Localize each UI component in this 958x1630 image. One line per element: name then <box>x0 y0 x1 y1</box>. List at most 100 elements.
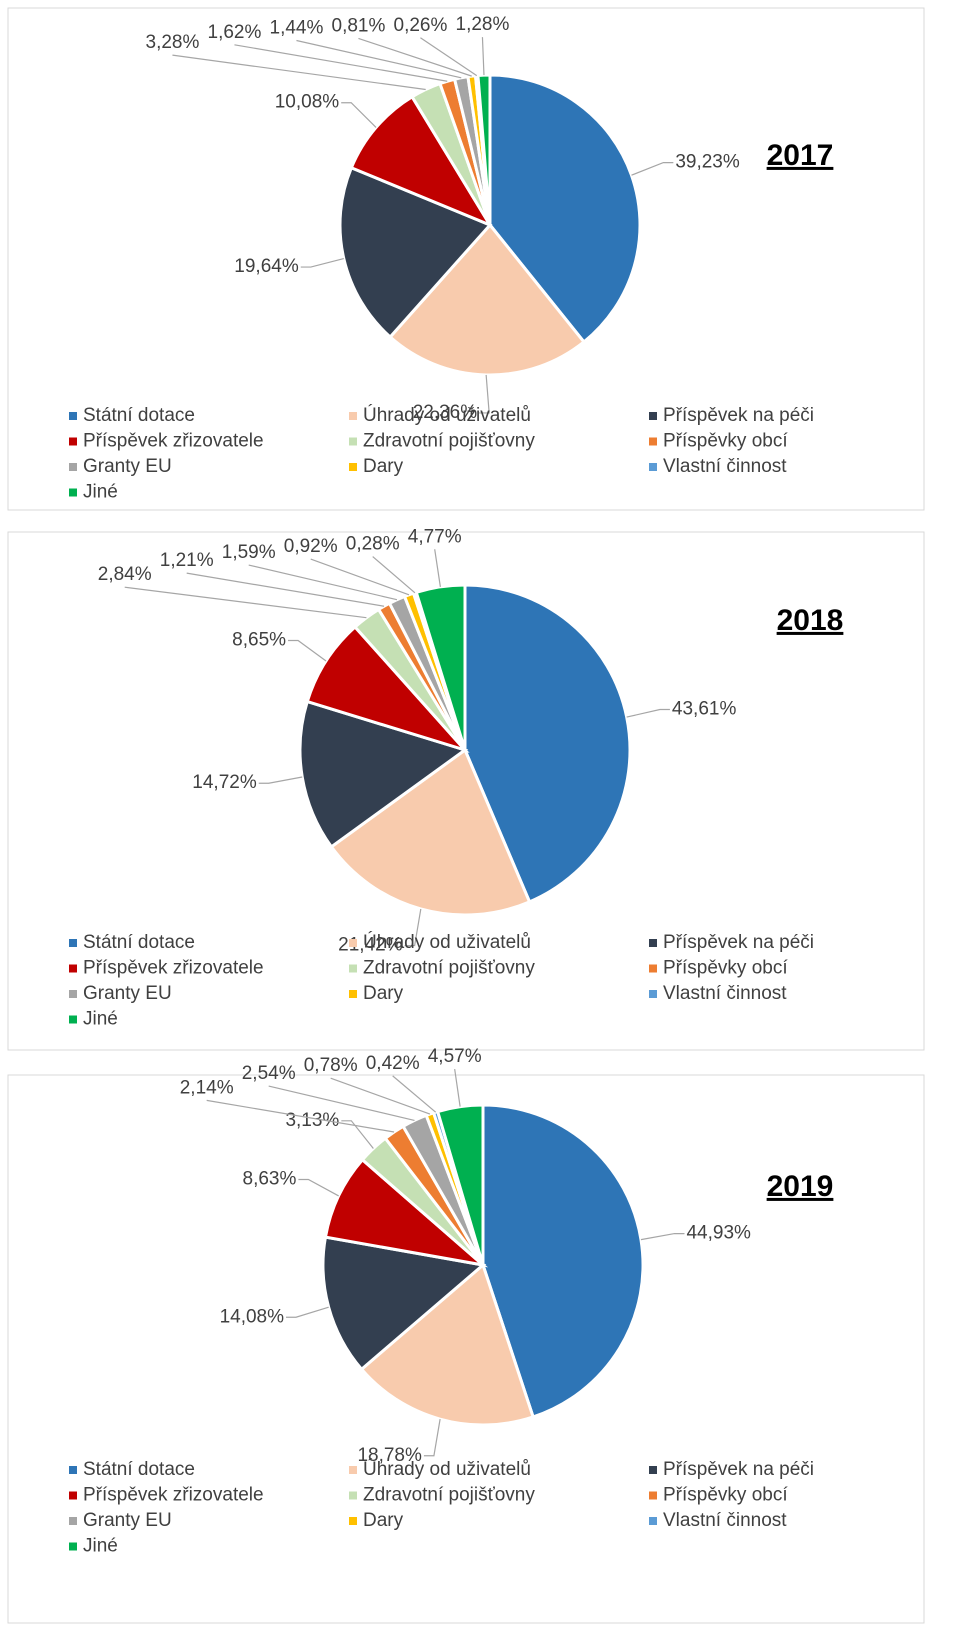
legend-label: Vlastní činnost <box>663 456 787 477</box>
legend-swatch <box>69 964 77 973</box>
leader-line <box>124 586 367 619</box>
legend-label: Příspěvek na péči <box>663 1459 814 1480</box>
data-label: 8,65% <box>232 630 286 651</box>
leader-line <box>481 37 485 76</box>
data-label: 2,84% <box>98 564 152 585</box>
pie-slice <box>481 1103 645 1419</box>
pie-slice <box>435 1103 485 1266</box>
leader-line <box>330 1077 431 1115</box>
legend-label: Dary <box>363 983 404 1004</box>
legend-swatch <box>69 488 77 497</box>
pie-slice <box>323 1157 489 1268</box>
leader-line <box>248 564 398 601</box>
data-label: 18,78% <box>357 1445 422 1466</box>
leader-line <box>296 39 462 79</box>
legend-swatch <box>349 990 357 998</box>
pie-slice <box>305 624 470 754</box>
leader-line <box>310 558 410 596</box>
leader-line <box>286 1306 329 1318</box>
leader-line <box>298 1178 339 1197</box>
legend-label: Jiné <box>83 1536 118 1557</box>
legend-swatch <box>649 1491 657 1500</box>
legend-label: Státní dotace <box>83 932 195 953</box>
data-label: 44,93% <box>686 1223 751 1244</box>
legend-label: Dary <box>363 456 404 477</box>
leader-line <box>454 1068 461 1107</box>
legend-label: Zdravotní pojišťovny <box>363 958 535 979</box>
leader-line <box>341 102 377 128</box>
data-label: 22,36% <box>413 402 478 423</box>
data-label: 4,57% <box>428 1046 482 1067</box>
data-label: 43,61% <box>672 699 737 720</box>
legend-swatch <box>69 990 77 998</box>
chart-frame <box>7 531 925 1051</box>
leader-line <box>288 639 327 662</box>
data-label: 0,28% <box>346 534 400 555</box>
legend-label: Příspěvky obcí <box>663 431 788 452</box>
leader-line <box>372 556 416 594</box>
leader-line <box>640 1232 685 1241</box>
data-label: 39,23% <box>675 152 740 173</box>
legend-swatch <box>649 437 657 446</box>
legend-label: Granty EU <box>83 456 172 477</box>
data-label: 2,14% <box>180 1077 234 1098</box>
data-label: 4,77% <box>408 526 462 547</box>
legend-label: Zdravotní pojišťovny <box>363 1485 535 1506</box>
legend-label: Úhrady od uživatelů <box>363 1458 531 1480</box>
legend-swatch <box>69 939 77 947</box>
legend-swatch <box>649 990 657 998</box>
data-label: 8,63% <box>243 1169 297 1190</box>
legend-label: Příspěvek zřizovatele <box>83 958 264 979</box>
legend-label: Granty EU <box>83 1510 172 1531</box>
chart-frame <box>7 1074 925 1624</box>
legend-label: Dary <box>363 1510 404 1531</box>
data-label: 0,78% <box>304 1055 358 1076</box>
data-label: 0,42% <box>366 1053 420 1074</box>
legend-label: Státní dotace <box>83 405 195 426</box>
leader-line <box>423 1419 441 1457</box>
data-label: 10,08% <box>275 92 340 113</box>
legend-swatch <box>349 437 357 446</box>
legend-label: Granty EU <box>83 983 172 1004</box>
pie-slice <box>463 583 632 904</box>
leader-line <box>420 37 478 77</box>
leader-line <box>358 37 472 77</box>
legend-swatch <box>649 463 657 471</box>
data-label: 0,26% <box>394 15 448 36</box>
leader-line <box>258 776 303 784</box>
legend-swatch <box>349 939 357 947</box>
data-label: 1,62% <box>208 22 262 43</box>
legend-label: Příspěvek zřizovatele <box>83 1485 264 1506</box>
chart-frame <box>7 7 925 511</box>
legend-label: Vlastní činnost <box>663 1510 787 1531</box>
legend-swatch <box>649 412 657 420</box>
legend-swatch <box>349 1466 357 1474</box>
legend-label: Jiné <box>83 482 118 503</box>
legend-label: Vlastní činnost <box>663 983 787 1004</box>
legend-label: Příspěvky obcí <box>663 1485 788 1506</box>
legend-swatch <box>349 412 357 420</box>
leader-line <box>341 1120 374 1149</box>
leader-line <box>631 161 674 176</box>
data-label: 1,59% <box>222 542 276 563</box>
data-label: 1,44% <box>270 18 324 39</box>
leader-line <box>172 54 426 91</box>
pie-slice <box>488 73 642 345</box>
pie-slice <box>388 222 587 377</box>
legend-label: Úhrady od uživatelů <box>363 931 531 953</box>
legend-label: Úhrady od uživatelů <box>363 404 531 426</box>
leader-line <box>206 1099 395 1133</box>
legend-swatch <box>649 1466 657 1474</box>
data-label: 14,72% <box>192 772 257 793</box>
legend-swatch <box>69 1015 77 1024</box>
data-label: 14,08% <box>220 1306 285 1327</box>
legend-swatch <box>69 437 77 446</box>
leader-line <box>268 1085 415 1121</box>
chart-title: 2018 <box>777 604 844 637</box>
leader-line <box>626 708 670 718</box>
legend-label: Zdravotní pojišťovny <box>363 431 535 452</box>
data-label: 2,54% <box>242 1063 296 1084</box>
legend-swatch <box>69 463 77 471</box>
pie-slice <box>414 583 467 751</box>
